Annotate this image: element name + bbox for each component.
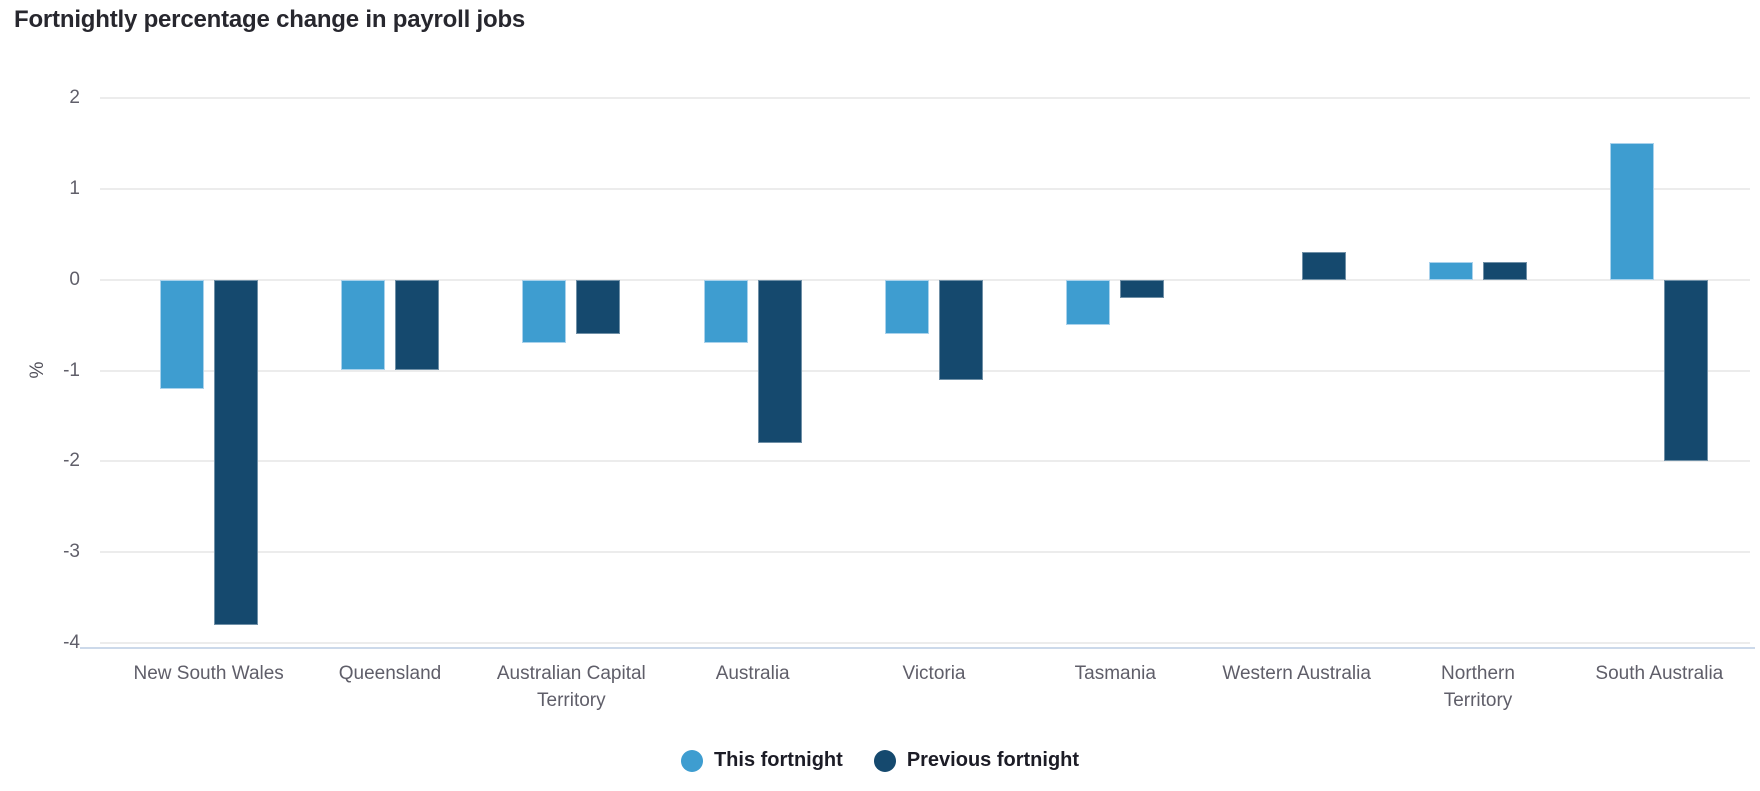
x-tick-label-australia: Australia xyxy=(715,663,790,684)
x-tick-label-new-south-wales: New South Wales xyxy=(133,663,284,684)
y-tick-label: -1 xyxy=(63,359,80,381)
y-tick-label: -2 xyxy=(63,450,80,472)
bar-previous-fortnight-western-australia[interactable] xyxy=(1301,252,1346,280)
bar-this-fortnight-new-south-wales[interactable] xyxy=(159,279,204,389)
chart-title: Fortnightly percentage change in payroll… xyxy=(14,6,526,33)
x-tick-label-south-australia: South Australia xyxy=(1595,663,1724,684)
bar-previous-fortnight-victoria[interactable] xyxy=(939,279,983,380)
gridline-y--3 xyxy=(100,551,1750,554)
x-axis-line xyxy=(80,647,1755,649)
gridline-y-2 xyxy=(100,97,1750,99)
bar-this-fortnight-australia[interactable] xyxy=(703,279,748,344)
bar-previous-fortnight-australian-capital-territory[interactable] xyxy=(576,279,621,335)
y-tick-label: -3 xyxy=(63,541,80,563)
bar-this-fortnight-northern-territory[interactable] xyxy=(1429,261,1473,280)
bar-this-fortnight-tasmania[interactable] xyxy=(1066,279,1111,326)
legend-label: This fortnight xyxy=(713,749,843,771)
bar-previous-fortnight-tasmania[interactable] xyxy=(1120,279,1165,298)
gridline-y--2 xyxy=(100,460,1750,463)
previous-fortnight-swatch-icon xyxy=(873,749,896,772)
y-axis-label: % xyxy=(27,361,48,378)
bar-this-fortnight-victoria[interactable] xyxy=(885,279,929,335)
bar-previous-fortnight-new-south-wales[interactable] xyxy=(213,279,258,625)
bar-previous-fortnight-northern-territory[interactable] xyxy=(1483,261,1527,280)
x-tick-label-northern-territory: Northern Territory xyxy=(1441,663,1515,711)
this-fortnight-swatch-icon xyxy=(680,749,703,772)
x-tick-label-tasmania: Tasmania xyxy=(1074,663,1156,684)
bar-this-fortnight-queensland[interactable] xyxy=(341,279,385,371)
bar-previous-fortnight-south-australia[interactable] xyxy=(1664,279,1709,462)
legend-item-previous-fortnight[interactable]: Previous fortnight xyxy=(873,749,1080,772)
legend-item-this-fortnight[interactable]: This fortnight xyxy=(680,749,843,772)
gridline-y--4 xyxy=(100,642,1750,644)
y-tick-label: 0 xyxy=(69,268,80,290)
bar-previous-fortnight-queensland[interactable] xyxy=(395,279,439,371)
y-tick-label: 2 xyxy=(69,87,80,108)
bar-previous-fortnight-australia[interactable] xyxy=(757,279,802,444)
x-tick-label-western-australia: Western Australia xyxy=(1222,663,1371,684)
y-tick-label: -4 xyxy=(63,632,80,653)
bar-this-fortnight-south-australia[interactable] xyxy=(1610,143,1655,280)
legend-label: Previous fortnight xyxy=(906,749,1080,771)
legend: This fortnight Previous fortnight xyxy=(0,749,1760,772)
x-tick-label-queensland: Queensland xyxy=(338,663,442,684)
y-tick-label: 1 xyxy=(69,177,80,199)
x-tick-label-victoria: Victoria xyxy=(902,663,966,684)
gridline-y--1 xyxy=(100,369,1750,372)
gridline-y-1 xyxy=(100,187,1750,190)
x-tick-label-australian-capital-territory: Australian Capital Territory xyxy=(496,663,646,711)
bar-this-fortnight-australian-capital-territory[interactable] xyxy=(522,279,567,344)
